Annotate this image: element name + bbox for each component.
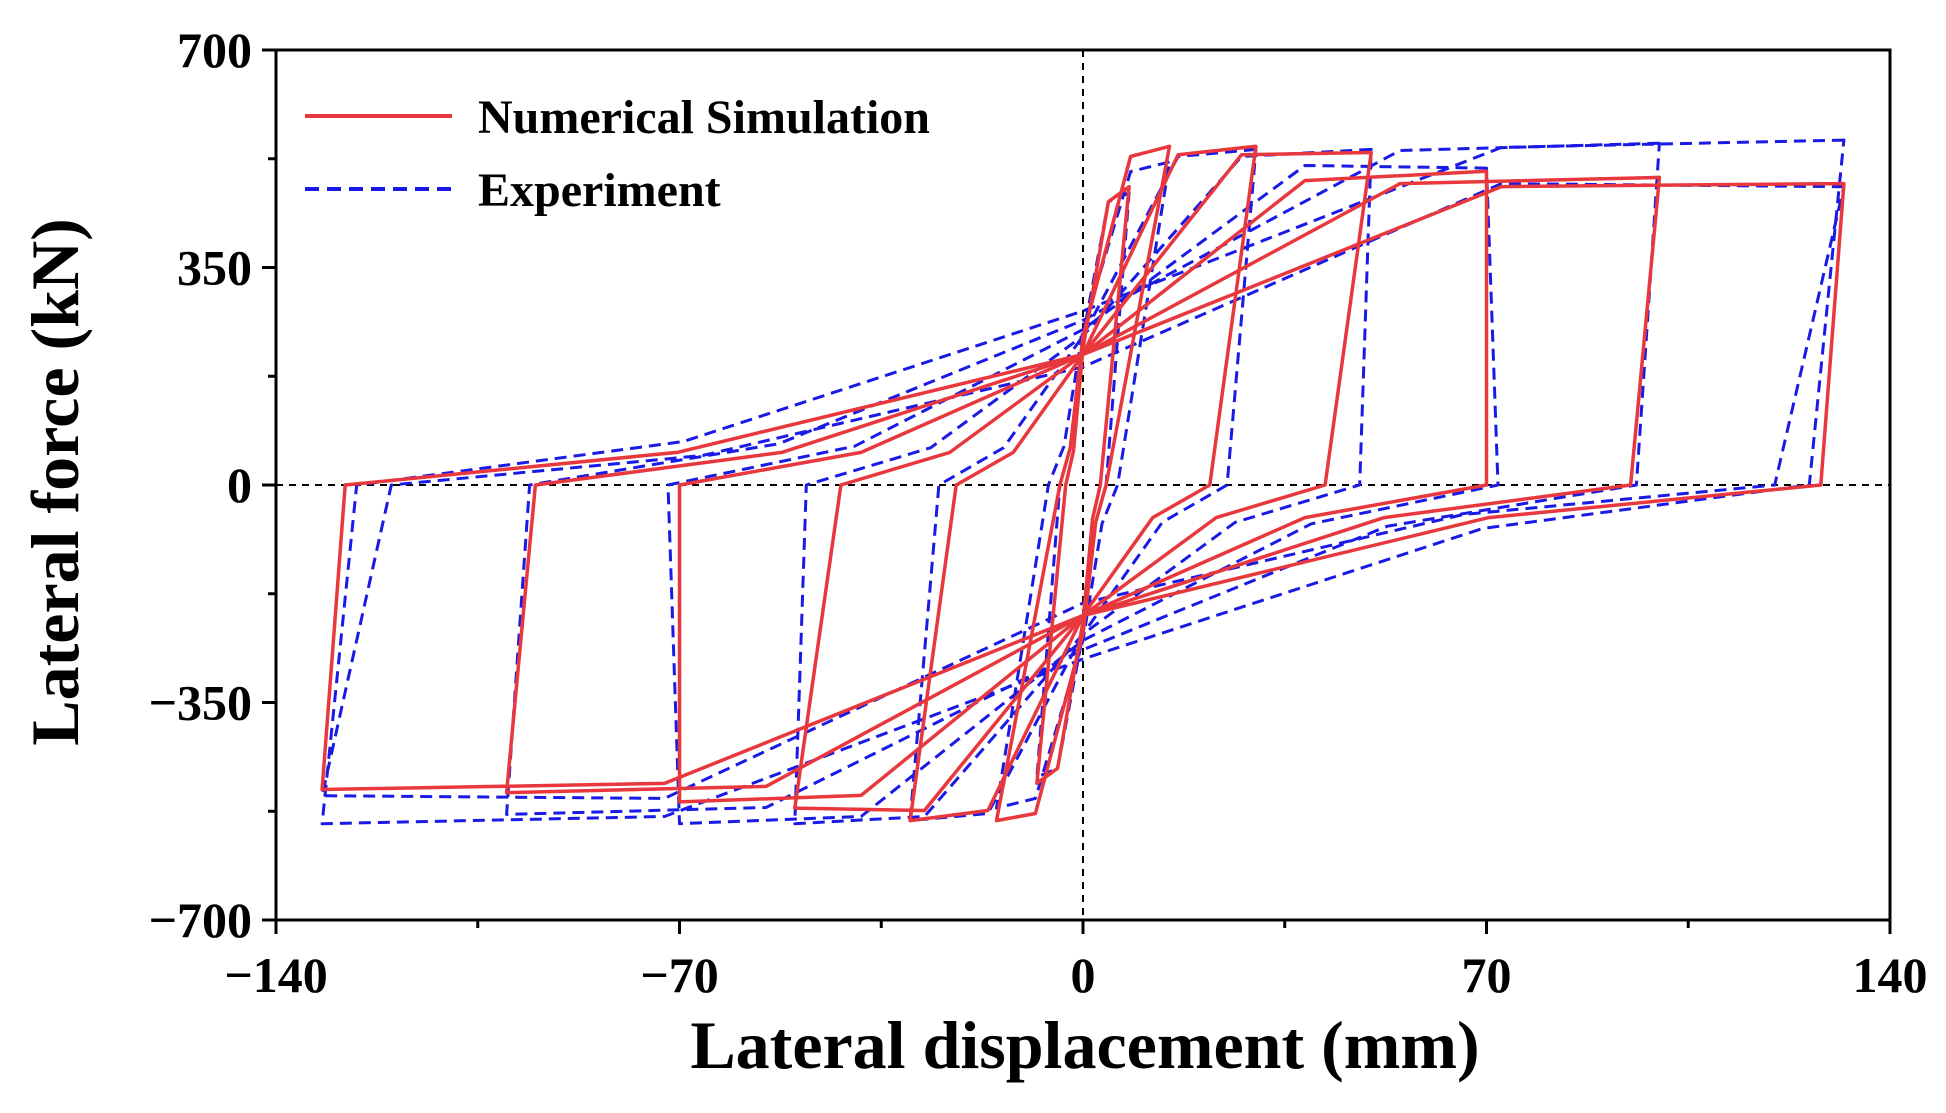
- numerical-simulation-loop-5: [677, 169, 1489, 804]
- y-tick-label: 0: [227, 457, 252, 513]
- experiment-loop-3: [908, 147, 1258, 823]
- series-numerical-simulation: [320, 144, 1846, 823]
- experiment-loop-2: [995, 160, 1171, 810]
- legend: Numerical Simulation Experiment: [305, 91, 930, 217]
- y-tick-label: 350: [177, 240, 252, 296]
- series-layer: [320, 138, 1846, 826]
- y-tick-label: −700: [149, 892, 253, 948]
- x-tick-label: −140: [224, 947, 328, 1003]
- x-tick-label: 0: [1071, 947, 1096, 1003]
- legend-label-numerical-simulation: Numerical Simulation: [478, 91, 930, 144]
- numerical-simulation-loop-7: [320, 181, 1846, 792]
- y-tick-label: −350: [149, 675, 253, 731]
- experiment-loop-6: [505, 141, 1661, 816]
- y-axis-title: Lateral force (kN): [17, 218, 93, 745]
- legend-label-experiment: Experiment: [478, 164, 721, 217]
- y-tick-label: 700: [177, 22, 252, 78]
- x-axis-title: Lateral displacement (mm): [690, 1007, 1479, 1083]
- x-tick-label: 70: [1462, 947, 1512, 1003]
- x-tick-label: −70: [640, 947, 719, 1003]
- numerical-simulation-loop-2: [994, 144, 1172, 823]
- x-tick-label: 140: [1853, 947, 1928, 1003]
